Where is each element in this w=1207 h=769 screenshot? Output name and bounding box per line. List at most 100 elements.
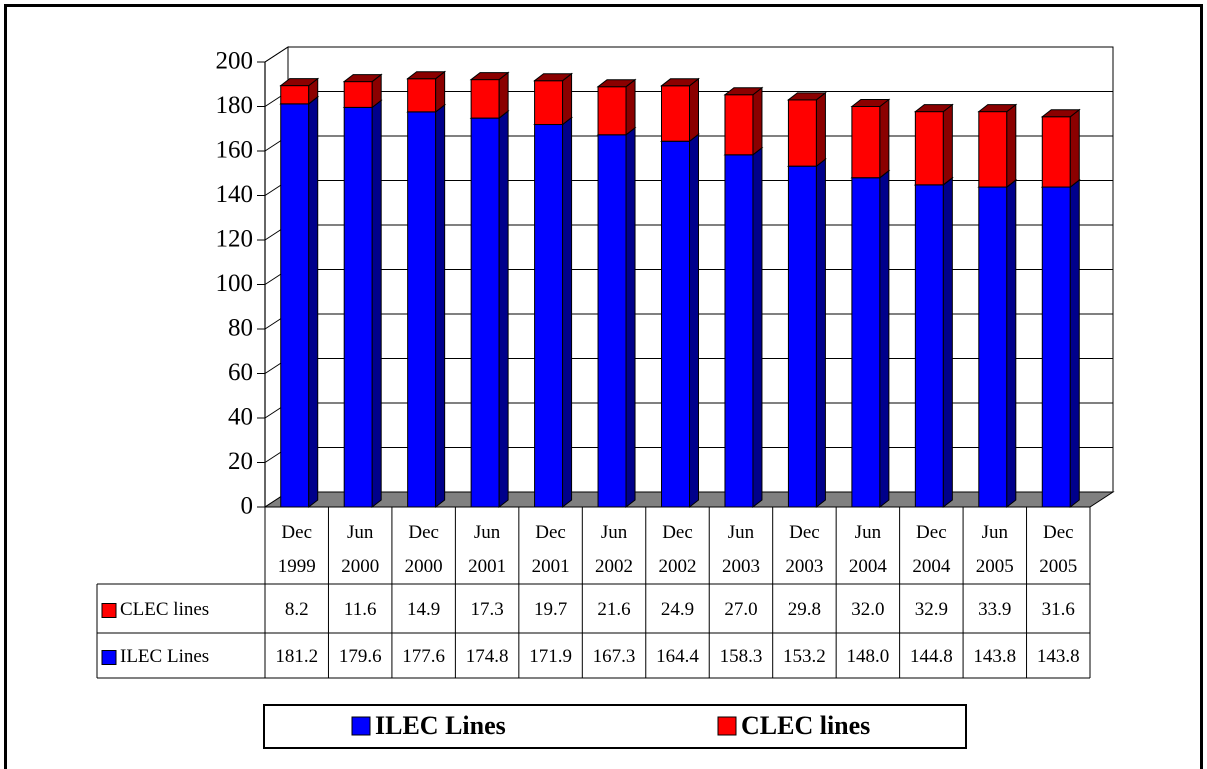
bar-clec: [343, 81, 373, 108]
gridline-side: [264, 46, 289, 63]
y-tick-label: 40: [228, 404, 253, 431]
bar-clec: [407, 78, 437, 113]
bar-clec-side: [689, 77, 699, 143]
bar-clec-top: [660, 78, 700, 87]
bar-ilec-side: [435, 103, 446, 509]
data-label-ilec: 143.8: [973, 646, 1016, 667]
bar-ilec-side: [815, 158, 826, 509]
bar-clec-side: [879, 98, 890, 179]
bar-clec: [534, 80, 564, 126]
bar-clec: [978, 111, 1008, 188]
bar-clec-top: [596, 79, 637, 88]
data-label-ilec: 158.3: [720, 646, 763, 667]
data-label-ilec: 179.6: [339, 646, 382, 667]
data-label-ilec: 181.2: [275, 646, 318, 667]
x-tick-label: 2004: [849, 556, 888, 577]
bar-ilec-side: [371, 99, 382, 509]
bar-clec-side: [625, 78, 636, 136]
bar-clec-top: [533, 73, 574, 82]
x-tick-label: 2002: [659, 556, 697, 577]
bar-ilec: [470, 117, 500, 508]
row-key: [101, 650, 117, 665]
bar-ilec-side: [625, 126, 636, 509]
x-tick-label: Jun: [347, 522, 374, 543]
bar-ilec: [787, 165, 817, 508]
data-label-clec: 24.9: [661, 599, 694, 620]
data-label-ilec: 144.8: [910, 646, 953, 667]
data-label-clec: 27.0: [724, 599, 757, 620]
x-tick-label: Dec: [789, 522, 820, 543]
x-tick-label: 2001: [532, 556, 570, 577]
data-label-clec: 11.6: [344, 599, 377, 620]
bar-ilec-side: [1069, 179, 1080, 509]
y-tick-label: 80: [228, 315, 253, 342]
x-tick-label: Jun: [474, 522, 501, 543]
bar-clec-top: [977, 104, 1018, 113]
x-tick-label: 2000: [405, 556, 443, 577]
bar-ilec-side: [752, 146, 763, 509]
y-tick-label: 100: [216, 270, 254, 297]
data-label-ilec: 148.0: [847, 646, 890, 667]
bar-clec: [787, 99, 817, 167]
bar-ilec: [343, 106, 373, 508]
y-tick-label: 180: [216, 92, 254, 119]
data-label-clec: 17.3: [470, 599, 503, 620]
x-tick-label: 1999: [278, 556, 316, 577]
x-tick-label: Dec: [408, 522, 439, 543]
bar-clec-side: [942, 103, 953, 186]
y-tick-label: 200: [216, 48, 254, 75]
x-tick-label: 2004: [912, 556, 951, 577]
bar-ilec-side: [498, 110, 509, 509]
bar-clec-side: [1069, 108, 1080, 189]
bar-clec: [914, 111, 944, 186]
legend-item-clec: CLEC lines: [741, 711, 870, 740]
bar-ilec-side: [689, 133, 699, 509]
bar-ilec: [1041, 186, 1071, 508]
legend: [263, 704, 967, 749]
bar-ilec-side: [1006, 179, 1017, 509]
x-tick-label: 2005: [1039, 556, 1077, 577]
bar-clec-side: [1006, 103, 1017, 189]
x-tick-label: 2003: [785, 556, 823, 577]
x-tick-label: Dec: [1043, 522, 1074, 543]
bar-ilec: [280, 103, 310, 508]
data-label-clec: 14.9: [407, 599, 440, 620]
bar-clec-top: [850, 99, 891, 107]
row-label-ilec: ILEC Lines: [120, 646, 209, 667]
bar-clec-side: [752, 86, 763, 156]
data-label-clec: 19.7: [534, 599, 567, 620]
data-label-clec: 33.9: [978, 599, 1011, 620]
x-tick-label: Jun: [855, 522, 882, 543]
bar-clec-top: [723, 87, 764, 96]
data-label-ilec: 164.4: [656, 646, 699, 667]
x-tick-label: Jun: [982, 522, 1009, 543]
bar-clec: [724, 94, 754, 156]
bar-clec-top: [469, 72, 510, 81]
data-label-clec: 29.8: [788, 599, 821, 620]
bar-ilec-side: [308, 95, 319, 509]
bar-clec: [661, 85, 690, 142]
row-label-clec: CLEC lines: [120, 599, 209, 620]
bar-clec-top: [342, 74, 383, 83]
legend-key: [717, 716, 737, 736]
x-tick-label: 2001: [468, 556, 506, 577]
x-tick-label: 2003: [722, 556, 760, 577]
bar-clec-side: [562, 72, 573, 126]
legend-key: [351, 716, 371, 736]
x-tick-label: Jun: [728, 522, 755, 543]
y-tick-label: 20: [228, 448, 253, 475]
x-tick-label: 2005: [976, 556, 1014, 577]
bar-clec-top: [1040, 109, 1081, 118]
data-label-ilec: 177.6: [402, 646, 445, 667]
x-tick-label: Dec: [662, 522, 693, 543]
data-label-clec: 32.9: [915, 599, 948, 620]
data-label-clec: 8.2: [285, 599, 309, 620]
data-label-ilec: 167.3: [593, 646, 636, 667]
x-tick-label: Jun: [601, 522, 628, 543]
bar-clec-top: [279, 78, 320, 87]
bar-ilec: [724, 154, 754, 508]
y-tick-label: 120: [216, 226, 254, 253]
x-tick-label: 2000: [341, 556, 379, 577]
chart-frame: [4, 4, 1203, 769]
